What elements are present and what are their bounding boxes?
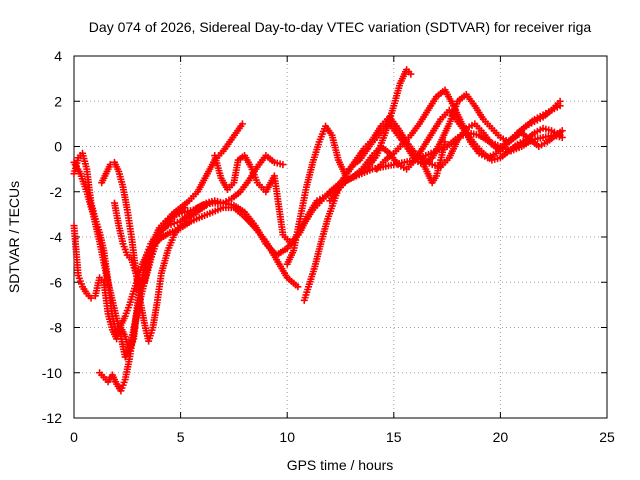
data-point xyxy=(164,222,172,230)
series-track xyxy=(415,138,449,187)
x-tick-label: 0 xyxy=(70,429,78,445)
data-points xyxy=(70,66,566,395)
series-track xyxy=(300,90,564,304)
y-tick-label: -8 xyxy=(50,320,63,336)
series-track xyxy=(373,86,566,173)
data-point xyxy=(136,281,144,289)
y-tick-label: -6 xyxy=(50,274,63,290)
y-tick-label: 4 xyxy=(54,48,62,64)
chart-title: Day 074 of 2026, Sidereal Day-to-day VTE… xyxy=(89,19,592,35)
x-tick-label: 25 xyxy=(599,429,615,445)
data-point-fill xyxy=(173,218,181,226)
data-point xyxy=(294,283,302,291)
data-point xyxy=(407,70,415,78)
y-tick-label: -10 xyxy=(42,365,62,381)
x-tick-label: 15 xyxy=(386,429,402,445)
series-track xyxy=(96,204,189,395)
data-point xyxy=(441,138,449,146)
data-point xyxy=(556,102,564,110)
x-tick-label: 10 xyxy=(279,429,295,445)
x-tick-label: 5 xyxy=(177,429,185,445)
data-point xyxy=(238,120,246,128)
y-tick-label: -12 xyxy=(42,410,62,426)
x-axis: 0 5 10 15 20 25 xyxy=(70,56,615,445)
data-point xyxy=(87,294,95,302)
data-point xyxy=(279,161,287,169)
data-point xyxy=(181,204,189,212)
y-axis: -12 -10 -8 -6 -4 -2 0 2 4 xyxy=(42,48,607,426)
y-tick-label: -4 xyxy=(50,229,63,245)
x-axis-label: GPS time / hours xyxy=(287,457,394,473)
series-track xyxy=(111,152,287,289)
data-point xyxy=(170,219,178,227)
data-point xyxy=(558,127,566,135)
series-track xyxy=(283,97,564,268)
y-tick-label: 2 xyxy=(54,93,62,109)
x-tick-label: 20 xyxy=(493,429,509,445)
y-tick-label: -2 xyxy=(50,184,63,200)
y-axis-label: SDTVAR / TECUs xyxy=(6,181,22,293)
y-tick-label: 0 xyxy=(54,139,62,155)
data-point-fill xyxy=(167,221,175,229)
series-track xyxy=(70,204,302,343)
